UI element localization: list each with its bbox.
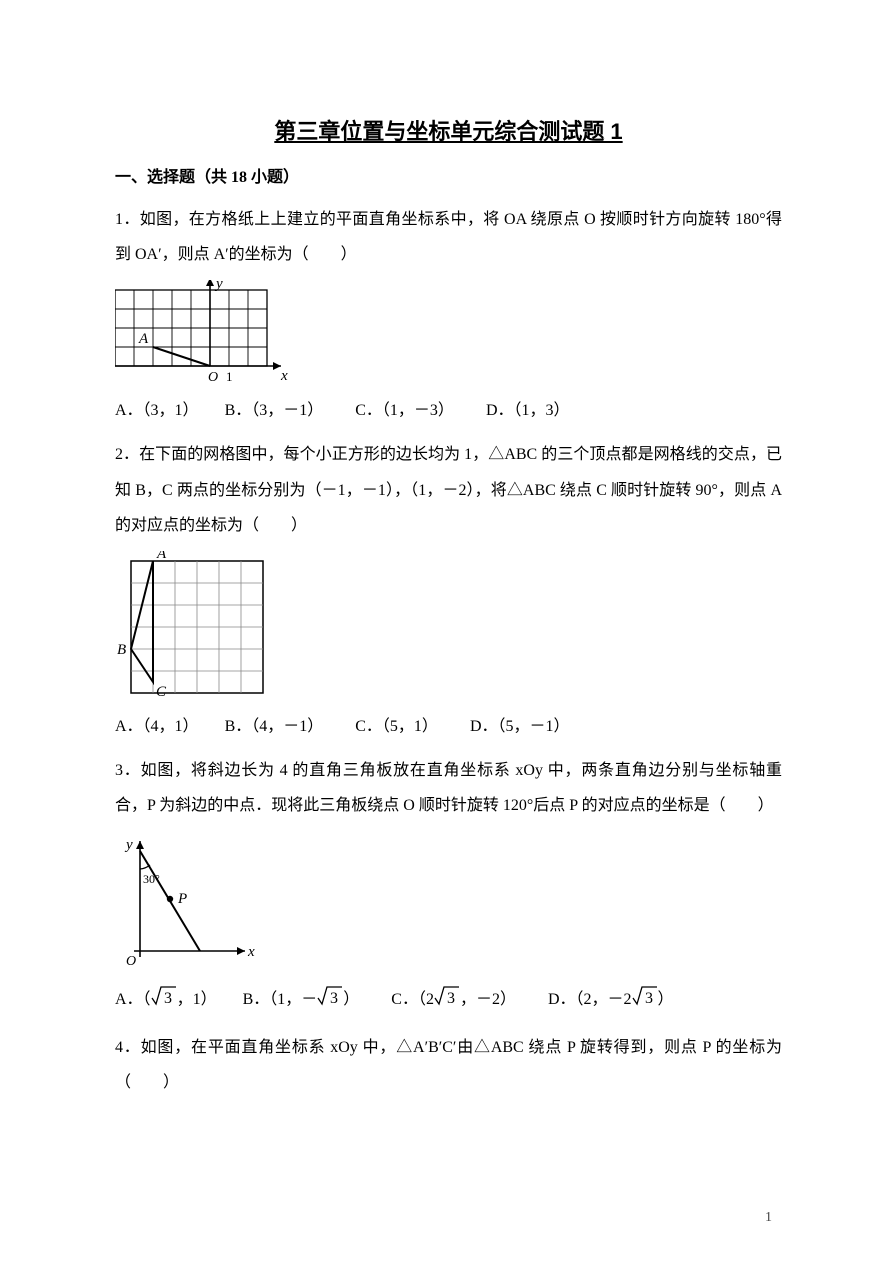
q2-text: 2．在下面的网格图中，每个小正方形的边长均为 1，△ABC 的三个顶点都是网格线… [115, 437, 782, 543]
svg-text:O: O [126, 954, 136, 969]
svg-text:x: x [247, 944, 255, 960]
q3-a-pre: A．（ [115, 981, 151, 1019]
svg-text:A: A [156, 551, 167, 562]
q2-opt-c: C．（5，1） [355, 711, 438, 743]
q3-b-post: ） [343, 981, 359, 1019]
q2-opt-b: B．（4，－1） [225, 711, 324, 743]
svg-text:3: 3 [645, 990, 653, 1007]
q1-figure: A O1 y x [115, 280, 782, 385]
q1-text: 1．如图，在方格纸上上建立的平面直角坐标系中，将 OA 绕原点 O 按顺时针方向… [115, 202, 782, 272]
svg-text:3: 3 [447, 990, 455, 1007]
svg-text:y: y [214, 280, 223, 292]
svg-text:P: P [177, 891, 187, 907]
q3-text: 3．如图，将斜边长为 4 的直角三角板放在直角坐标系 xOy 中，两条直角边分别… [115, 753, 782, 823]
q1-opt-b: B．（3，－1） [225, 395, 324, 427]
q2-opt-d: D．（5，－1） [470, 711, 570, 743]
q1-opt-a: A．（3，1） [115, 395, 199, 427]
q3-b-pre: B．（1，－ [243, 981, 318, 1019]
q4-text: 4．如图，在平面直角坐标系 xOy 中，△A′B′C′由△ABC 绕点 P 旋转… [115, 1030, 782, 1100]
q2-options: A．（4，1） B．（4，－1） C．（5，1） D．（5，－1） [115, 711, 782, 743]
q1-options: A．（3，1） B．（3，－1） C．（1，－3） D．（1，3） [115, 395, 782, 427]
svg-text:C: C [156, 684, 167, 700]
q1-opt-d: D．（1，3） [486, 395, 570, 427]
page-number: 1 [765, 1207, 772, 1228]
q3-d-post: ） [658, 981, 674, 1019]
q3-figure: 30° P Ox y [115, 831, 782, 971]
q2-figure: A B C [115, 551, 782, 701]
section-header: 一、选择题（共 18 小题） [115, 166, 782, 190]
svg-text:3: 3 [330, 990, 338, 1007]
q3-c-post: ，－2） [460, 981, 516, 1019]
sqrt-icon: 3 [317, 984, 343, 1008]
svg-text:B: B [117, 642, 126, 658]
svg-text:30°: 30° [143, 872, 160, 886]
q3-c-pre: C．（2 [391, 981, 434, 1019]
svg-text:x: x [280, 368, 288, 384]
q3-opt-a: A．（ 3 ，1） [115, 981, 217, 1019]
q3-opt-c: C．（2 3 ，－2） [391, 981, 516, 1019]
q3-a-post: ，1） [177, 981, 217, 1019]
svg-text:A: A [138, 331, 149, 347]
q3-d-pre: D．（2，－2 [548, 981, 632, 1019]
svg-text:y: y [124, 837, 133, 853]
svg-text:3: 3 [164, 990, 172, 1007]
svg-text:1: 1 [226, 369, 233, 384]
sqrt-icon: 3 [632, 984, 658, 1008]
sqrt-icon: 3 [151, 984, 177, 1008]
svg-text:O: O [208, 370, 218, 385]
q3-options: A．（ 3 ，1） B．（1，－ 3 ） C．（2 3 ，－2） D．（2，－2 3 ） [115, 981, 782, 1019]
q1-opt-c: C．（1，－3） [355, 395, 454, 427]
page-title: 第三章位置与坐标单元综合测试题 1 [115, 115, 782, 148]
sqrt-icon: 3 [434, 984, 460, 1008]
q3-opt-b: B．（1，－ 3 ） [243, 981, 360, 1019]
q3-opt-d: D．（2，－2 3 ） [548, 981, 674, 1019]
q2-opt-a: A．（4，1） [115, 711, 199, 743]
